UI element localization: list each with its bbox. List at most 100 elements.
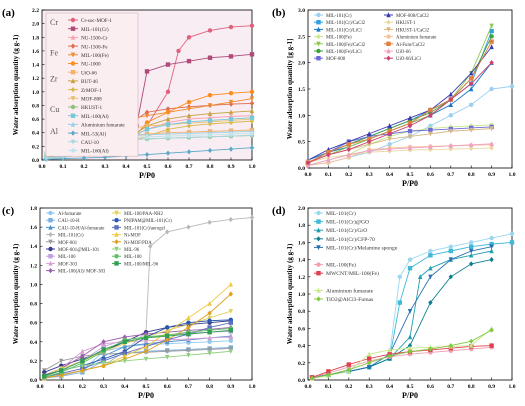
data-point (144, 134, 150, 140)
x-tick-label: 0.5 (407, 172, 414, 178)
panel-label: (a) (2, 7, 15, 19)
data-point (469, 248, 474, 254)
legend-label: MIL-101(Cr)/GrO (326, 227, 367, 234)
legend-label: MIL-101(Cr) (58, 234, 84, 239)
data-point (165, 110, 171, 115)
x-tick-label: 0.9 (488, 384, 495, 390)
x-tick-label: 0.1 (60, 164, 67, 170)
data-point (326, 150, 331, 155)
series-line (307, 126, 492, 164)
data-point (207, 339, 212, 344)
data-point (489, 86, 494, 92)
data-point (207, 110, 213, 116)
legend-marker (114, 246, 119, 252)
legend-label: HKUST-1 (396, 21, 416, 26)
data-point (228, 328, 233, 333)
series-line (307, 147, 492, 164)
data-point (249, 131, 255, 136)
data-point (326, 372, 331, 378)
data-point (448, 343, 453, 349)
y-tick-label: 0.6 (298, 326, 305, 332)
data-point (397, 274, 402, 279)
data-point (80, 358, 85, 364)
data-point (143, 348, 149, 354)
data-point (448, 257, 453, 263)
data-point (489, 235, 494, 241)
data-point (428, 127, 433, 133)
data-point (407, 115, 413, 121)
data-point (367, 131, 372, 136)
y-tick-label: 2.0 (298, 206, 305, 212)
chart-panel: (a) 0.0 0.1 0.2 0.3 0.4 0.5 0.6 0.7 0.8 0.9 1.0 0.0 0… (2, 7, 256, 180)
x-tick-label: 0.9 (228, 164, 235, 170)
legend-label: MOF-808 (326, 57, 346, 62)
data-point (80, 353, 85, 359)
data-point (489, 343, 494, 348)
legend-box (45, 12, 139, 157)
series-line (44, 327, 231, 378)
data-point (326, 157, 331, 163)
legend-label: CAU-10-H/Al-fumarate (58, 226, 104, 231)
y-tick-label: 1.2 (298, 275, 305, 281)
data-point (165, 229, 170, 235)
data-point (228, 349, 233, 355)
data-point (407, 121, 413, 126)
y-tick-label: 0.8 (32, 103, 39, 109)
data-point (101, 339, 106, 345)
x-tick-label: 0.4 (121, 384, 128, 390)
series-line (307, 36, 493, 164)
y-tick-label: 2.5 (298, 34, 305, 40)
data-point (489, 244, 494, 250)
x-tick-label: 0.5 (144, 164, 151, 170)
data-point (186, 348, 191, 354)
y-axis-label: Water adsorption quantity (g g-1) (286, 243, 294, 344)
x-tick-label: 0.7 (447, 384, 454, 390)
y-tick-label: 2.2 (32, 8, 39, 14)
y-axis-label: Water adsorption quantity (g g-1) (12, 243, 20, 344)
data-point (165, 354, 170, 360)
legend-marker (48, 218, 53, 223)
series-line (312, 328, 492, 379)
data-point (249, 100, 255, 107)
y-tick-label: 1.0 (32, 90, 39, 96)
legend-label: MIL-101(Cr) (326, 210, 356, 217)
data-point (489, 23, 494, 29)
legend-label: MIL-53(Al) (81, 130, 106, 137)
legend-label: Al-Fum/CaCl2 (396, 43, 425, 48)
data-point (143, 338, 149, 344)
data-point (228, 309, 233, 314)
y-tick-label: 0.4 (32, 131, 39, 137)
data-point (143, 331, 149, 337)
legend-marker (386, 55, 391, 61)
legend-marker (386, 41, 391, 46)
y-tick-label: 2.0 (32, 22, 39, 28)
legend-label: MIL-100(Fe) (81, 52, 109, 59)
x-axis-label: P/P0 (139, 171, 155, 180)
legend-label: Ni-MOF/PDA (124, 241, 152, 246)
data-point (207, 147, 213, 154)
legend-label: MIL-101(Cr)@GO (326, 219, 369, 226)
legend-marker (316, 227, 321, 233)
data-point (101, 347, 106, 352)
legend-label: Aluminium fumarate (81, 122, 125, 129)
data-point (428, 300, 433, 306)
data-point (249, 89, 255, 95)
legend: Al-fumarate CAU-10-H CAU-10-H/Al-fumarate M… (46, 210, 172, 275)
data-point (407, 309, 413, 314)
legend-marker (70, 34, 76, 40)
legend-marker (70, 96, 76, 101)
x-tick-label: 0.1 (325, 384, 332, 390)
legend-marker (386, 48, 391, 54)
data-point (80, 348, 85, 354)
data-point (207, 118, 213, 123)
legend-label: MIL-100(Fe)/LiCl (326, 50, 362, 55)
y-tick-label: 1.8 (298, 223, 305, 229)
data-point (228, 99, 234, 105)
data-point (186, 324, 191, 331)
legend-label: PNIPAM@MIL-101(Cr) (124, 219, 172, 224)
x-tick-label: 1.0 (509, 384, 516, 390)
data-point (165, 122, 171, 127)
data-point (186, 123, 192, 129)
x-tick-label: 0.7 (186, 164, 193, 170)
data-point (448, 113, 453, 118)
